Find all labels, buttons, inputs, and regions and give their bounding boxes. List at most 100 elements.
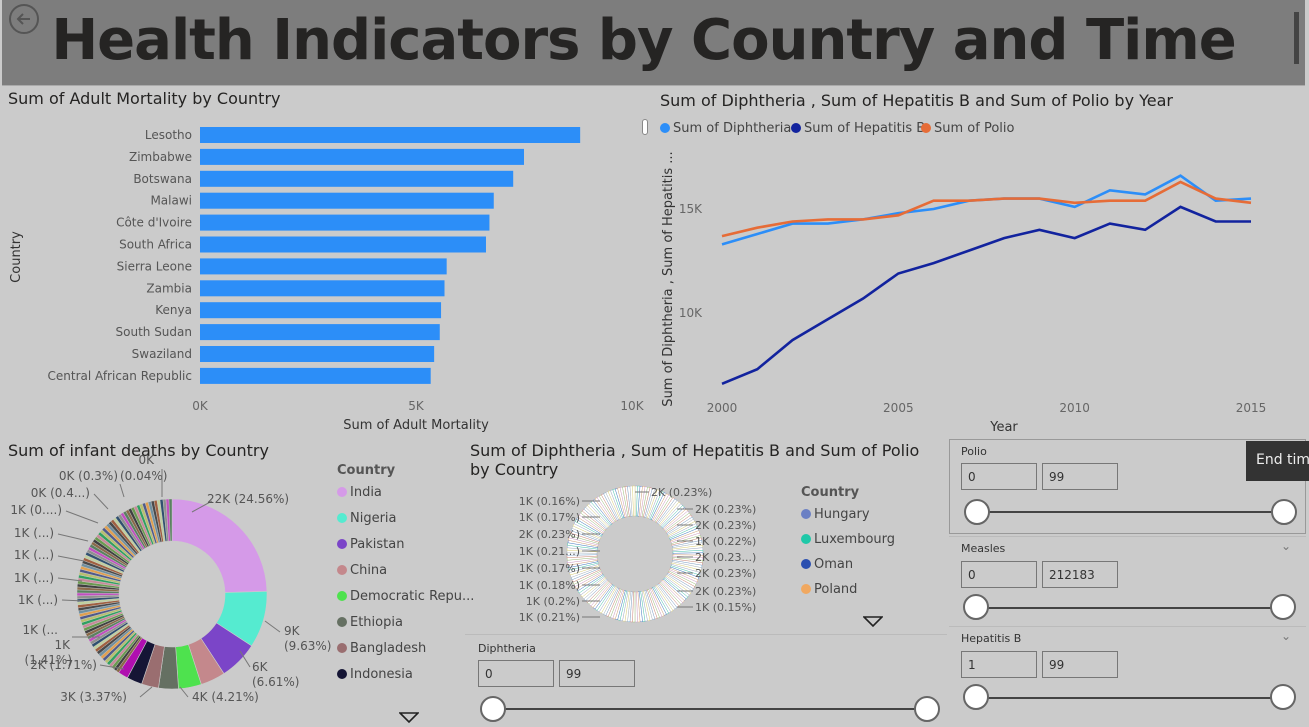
slider-end-handle[interactable] bbox=[1271, 499, 1297, 525]
slicer-max-input[interactable]: 99 bbox=[1042, 651, 1118, 678]
slice-label-left: 1K (0.17%) bbox=[519, 511, 580, 524]
infant-legend: Country India Nigeria Pakistan China Democra… bbox=[337, 463, 474, 713]
line-chart-svg: 10K 15K 2000 2005 2010 2015 Year Sum of Diphthe… bbox=[661, 151, 1266, 435]
slicer-max-input[interactable]: 99 bbox=[559, 660, 635, 687]
slicer-min-input[interactable]: 0 bbox=[478, 660, 554, 687]
hepatitis-b-slicer[interactable]: Hepatitis B ⌄ 1 99 bbox=[949, 626, 1306, 725]
category-label: Zambia bbox=[146, 281, 192, 295]
slicer-label: Hepatitis B bbox=[961, 632, 1022, 645]
chart-title: Sum of Adult Mortality by Country bbox=[8, 89, 281, 108]
more-down-icon[interactable] bbox=[399, 712, 419, 724]
diphtheria-slicer[interactable]: Diphtheria 0 99 bbox=[465, 634, 947, 727]
legend-item[interactable]: China bbox=[337, 563, 387, 578]
bar-3 bbox=[200, 192, 494, 209]
legend-item[interactable]: Democratic Repu... bbox=[337, 589, 474, 604]
category-label: Central African Republic bbox=[48, 369, 192, 383]
legend-item[interactable]: Pakistan bbox=[337, 537, 404, 552]
slice-label: 1K (...) bbox=[14, 526, 54, 540]
slice-label-percent: (6.61%) bbox=[252, 675, 299, 689]
legend-diphtheria[interactable]: Sum of Diphtheria bbox=[660, 121, 791, 136]
slider-end-handle[interactable] bbox=[1270, 594, 1296, 620]
legend-dot-icon bbox=[801, 584, 811, 594]
slicer-max-input[interactable]: 212183 bbox=[1042, 561, 1118, 588]
bar-5 bbox=[200, 236, 486, 253]
slice-label-left: 2K (0.23%) bbox=[519, 528, 580, 541]
legend-dot-icon bbox=[337, 513, 347, 523]
y-tick-label: 10K bbox=[679, 306, 703, 320]
slider-start-handle[interactable] bbox=[963, 684, 989, 710]
bar-0 bbox=[200, 127, 581, 143]
slicer-min-input[interactable]: 1 bbox=[961, 651, 1037, 678]
bar-9 bbox=[200, 324, 440, 341]
legend-item[interactable]: Oman bbox=[801, 557, 853, 572]
slice-label: 22K (24.56%) bbox=[207, 492, 289, 506]
legend-dot-icon bbox=[791, 123, 801, 133]
x-axis-title: Year bbox=[989, 420, 1018, 435]
legend-dot-icon bbox=[337, 591, 347, 601]
slice-label: 0K (0.4...) bbox=[31, 486, 90, 500]
slider-end-handle[interactable] bbox=[1270, 684, 1296, 710]
slice-label-value: 6K bbox=[252, 660, 269, 674]
slider-start-handle[interactable] bbox=[480, 696, 506, 722]
slice-label-percent: (1.41%) bbox=[25, 653, 72, 667]
legend-item[interactable]: Luxembourg bbox=[801, 532, 895, 547]
category-label: Zimbabwe bbox=[129, 150, 192, 164]
polio-slicer[interactable]: Polio 0 99 bbox=[949, 439, 1306, 534]
slicer-max-input[interactable]: 99 bbox=[1042, 463, 1118, 490]
legend-dot-icon bbox=[801, 509, 811, 519]
leader-line bbox=[61, 599, 85, 602]
leader-line bbox=[93, 493, 109, 510]
back-arrow-icon[interactable] bbox=[9, 4, 39, 34]
x-tick-label: 10K bbox=[620, 399, 644, 413]
legend-title: Country bbox=[337, 463, 396, 478]
legend-hepatitis-b[interactable]: Sum of Hepatitis B bbox=[791, 121, 925, 136]
chevron-down-icon[interactable]: ⌄ bbox=[1281, 539, 1292, 553]
x-tick-label: 0K bbox=[192, 399, 209, 413]
leader-line bbox=[65, 510, 99, 524]
legend-dot-icon bbox=[337, 565, 347, 575]
header-divider bbox=[1294, 12, 1299, 64]
slider-end-handle[interactable] bbox=[914, 696, 940, 722]
donut-chart-svg: 1K (0.16%) 1K (0.17%) 2K (0.23%) 1K (0.21..… bbox=[519, 485, 756, 624]
y-tick-label: 15K bbox=[679, 202, 703, 216]
legend-item[interactable]: Hungary bbox=[801, 507, 870, 522]
legend-item[interactable]: Indonesia bbox=[337, 667, 413, 682]
legend-item[interactable]: Bangladesh bbox=[337, 641, 426, 656]
slice-label-left: 1K (0.17%) bbox=[519, 562, 580, 575]
more-down-icon[interactable] bbox=[863, 616, 883, 628]
y-axis-title: Country bbox=[9, 231, 24, 283]
infant-deaths-chart[interactable]: Sum of infant deaths by Country 22K (24.… bbox=[2, 439, 474, 727]
bar-8 bbox=[200, 302, 442, 319]
x-axis-title: Sum of Adult Mortality bbox=[343, 418, 489, 433]
chevron-down-icon[interactable]: ⌄ bbox=[1281, 629, 1292, 643]
slice-label-left: 1K (0.18%) bbox=[519, 579, 580, 592]
legend-item[interactable]: Poland bbox=[801, 582, 857, 597]
slice-label: 2K (1.71%) bbox=[30, 658, 97, 672]
donut-slice-0 bbox=[171, 498, 268, 593]
vaccines-by-country-chart[interactable]: Sum of Diphtheria , Sum of Hepatitis B a… bbox=[465, 439, 947, 632]
legend-item[interactable]: Ethiopia bbox=[337, 615, 403, 630]
chart-title: Sum of Diphtheria , Sum of Hepatitis B a… bbox=[660, 91, 1173, 110]
legend-item[interactable]: India bbox=[337, 485, 382, 500]
slicer-min-input[interactable]: 0 bbox=[961, 561, 1037, 588]
slicer-label: Measles bbox=[961, 542, 1006, 555]
leader-line bbox=[239, 650, 251, 668]
leader-line bbox=[191, 500, 213, 513]
slider-track bbox=[493, 708, 927, 710]
legend-dot-icon bbox=[921, 123, 931, 133]
slice-label: 3K (3.37%) bbox=[60, 690, 127, 704]
legend-item[interactable]: Nigeria bbox=[337, 511, 397, 526]
legend-polio[interactable]: Sum of Polio bbox=[921, 121, 1014, 136]
slice-label-right: 2K (0.23...) bbox=[695, 551, 756, 564]
vaccines-by-year-chart[interactable]: Sum of Diphtheria , Sum of Hepatitis B a… bbox=[654, 87, 1306, 437]
series-line-2 bbox=[721, 180, 1252, 238]
slider-start-handle[interactable] bbox=[963, 594, 989, 620]
slicer-min-input[interactable]: 0 bbox=[961, 463, 1037, 490]
measles-slicer[interactable]: Measles ⌄ 0 212183 bbox=[949, 536, 1306, 624]
legend-title: Country bbox=[801, 485, 860, 500]
slice-label-value: 1K bbox=[54, 638, 71, 652]
adult-mortality-chart[interactable]: Sum of Adult Mortality by Country Lesoth… bbox=[2, 87, 652, 437]
legend-dot-icon bbox=[337, 539, 347, 549]
scrollbar-thumb[interactable] bbox=[642, 119, 648, 135]
slider-start-handle[interactable] bbox=[964, 499, 990, 525]
